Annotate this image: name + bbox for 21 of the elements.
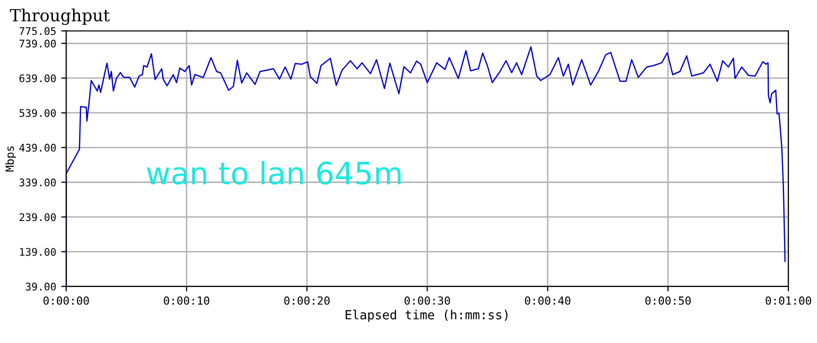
y-tick-label: 39.00 xyxy=(26,282,56,291)
y-tick-label: 739.00 xyxy=(20,40,56,48)
x-tick-label: 0:00:40 xyxy=(524,296,570,305)
chart-title: Throughput xyxy=(10,8,110,25)
x-tick-label: 0:00:00 xyxy=(43,296,89,305)
y-tick-label: 439.00 xyxy=(19,144,56,152)
x-tick-label: 0:01:00 xyxy=(766,296,812,305)
x-tick-label: 0:00:30 xyxy=(404,296,450,305)
y-tick-label: 139.00 xyxy=(20,248,56,256)
annotation: wan to lan 645m xyxy=(146,160,401,185)
y-tick-label: 775.05 xyxy=(20,27,56,36)
y-axis-title: Mbps xyxy=(5,146,16,172)
y-tick-label: 539.00 xyxy=(20,109,56,117)
x-tick-label: 0:00:10 xyxy=(164,296,210,305)
x-axis-title: Elapsed time (h:mm:ss) xyxy=(346,310,508,322)
y-tick-label: 239.00 xyxy=(20,213,56,222)
x-tick-label: 0:00:50 xyxy=(645,296,691,305)
y-tick-label: 339.00 xyxy=(20,178,56,186)
y-tick-label: 639.00 xyxy=(20,74,56,82)
line-series xyxy=(66,46,786,286)
x-tick-label: 0:00:20 xyxy=(284,296,330,305)
